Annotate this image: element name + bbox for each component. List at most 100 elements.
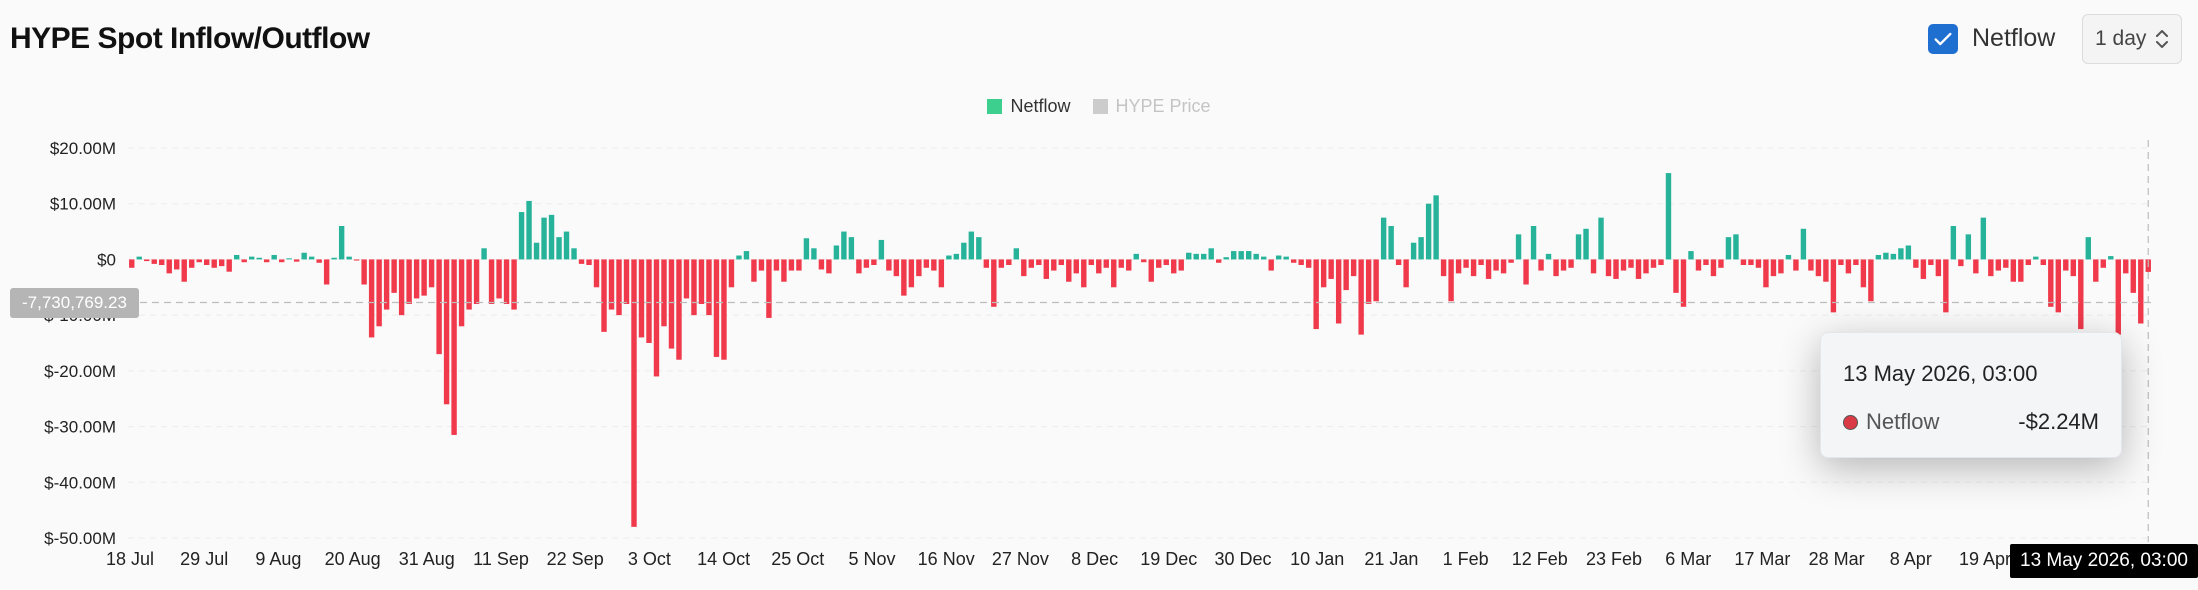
netflow-bar[interactable] xyxy=(1755,259,1762,268)
netflow-bar[interactable] xyxy=(983,259,990,268)
netflow-bar[interactable] xyxy=(773,259,780,271)
netflow-bar[interactable] xyxy=(908,259,915,288)
netflow-bar[interactable] xyxy=(1425,203,1432,260)
netflow-bar[interactable] xyxy=(1613,259,1619,279)
netflow-bar[interactable] xyxy=(848,237,855,260)
netflow-bar[interactable] xyxy=(1006,259,1012,265)
netflow-bar[interactable] xyxy=(1208,248,1214,260)
netflow-bar[interactable] xyxy=(916,259,922,277)
netflow-bar[interactable] xyxy=(1973,259,1979,274)
netflow-bar[interactable] xyxy=(1515,234,1522,260)
netflow-bar[interactable] xyxy=(1440,259,1447,277)
netflow-bar[interactable] xyxy=(1028,259,1035,268)
netflow-bar[interactable] xyxy=(1126,259,1132,271)
netflow-bar[interactable] xyxy=(893,259,900,277)
netflow-bar[interactable] xyxy=(308,256,315,260)
netflow-bar[interactable] xyxy=(181,259,187,282)
netflow-bar[interactable] xyxy=(503,259,510,304)
netflow-bar[interactable] xyxy=(323,259,330,285)
netflow-bar[interactable] xyxy=(2025,259,2032,265)
netflow-bar[interactable] xyxy=(863,259,870,268)
netflow-bar[interactable] xyxy=(1830,259,1837,313)
netflow-bar[interactable] xyxy=(1988,259,1994,277)
netflow-bar[interactable] xyxy=(1298,259,1304,265)
netflow-bar[interactable] xyxy=(488,259,495,304)
netflow-bar[interactable] xyxy=(1103,259,1109,268)
netflow-bar[interactable] xyxy=(1598,217,1604,260)
netflow-bar[interactable] xyxy=(743,251,750,260)
netflow-bar[interactable] xyxy=(856,259,862,274)
netflow-bar[interactable] xyxy=(1725,237,1732,260)
netflow-bar[interactable] xyxy=(886,259,892,271)
netflow-bar[interactable] xyxy=(1043,259,1049,279)
netflow-bar[interactable] xyxy=(691,259,697,316)
netflow-bar[interactable] xyxy=(511,259,517,310)
netflow-bar[interactable] xyxy=(129,259,135,268)
netflow-bar[interactable] xyxy=(931,259,937,271)
netflow-bar[interactable] xyxy=(1013,248,1020,260)
netflow-bar[interactable] xyxy=(1523,259,1529,285)
netflow-bar[interactable] xyxy=(1388,226,1394,260)
netflow-bar[interactable] xyxy=(166,259,172,274)
netflow-bar[interactable] xyxy=(2138,259,2144,324)
netflow-bar[interactable] xyxy=(338,226,345,260)
netflow-bar[interactable] xyxy=(1733,234,1739,260)
netflow-bar[interactable] xyxy=(1358,259,1364,335)
netflow-bar[interactable] xyxy=(1995,259,2002,271)
netflow-bar[interactable] xyxy=(1875,254,1882,260)
netflow-bar[interactable] xyxy=(728,259,735,288)
netflow-bar[interactable] xyxy=(661,259,667,327)
netflow-bar[interactable] xyxy=(1260,256,1267,260)
netflow-bar[interactable] xyxy=(436,259,442,355)
netflow-bar[interactable] xyxy=(451,259,457,435)
netflow-bar[interactable] xyxy=(833,245,840,260)
netflow-bar[interactable] xyxy=(466,259,472,310)
netflow-bar[interactable] xyxy=(781,259,787,282)
netflow-bar[interactable] xyxy=(1493,259,1499,271)
netflow-bar[interactable] xyxy=(2003,259,2009,268)
netflow-bar[interactable] xyxy=(646,259,652,343)
netflow-bar[interactable] xyxy=(1455,259,1462,274)
netflow-bar[interactable] xyxy=(496,259,502,299)
netflow-bar[interactable] xyxy=(713,259,720,357)
netflow-bar[interactable] xyxy=(2048,259,2054,307)
netflow-bar[interactable] xyxy=(901,259,907,296)
netflow-bar[interactable] xyxy=(1283,256,1289,260)
netflow-bar[interactable] xyxy=(211,259,217,268)
netflow-bar[interactable] xyxy=(1448,259,1454,302)
netflow-bar[interactable] xyxy=(204,259,210,265)
netflow-bar[interactable] xyxy=(1590,259,1597,274)
netflow-bar[interactable] xyxy=(376,259,382,327)
netflow-bar[interactable] xyxy=(961,242,967,260)
netflow-bar[interactable] xyxy=(316,259,322,263)
netflow-bar[interactable] xyxy=(2130,259,2136,293)
netflow-bar[interactable] xyxy=(2070,259,2076,277)
netflow-bar[interactable] xyxy=(1943,259,1949,313)
netflow-bar[interactable] xyxy=(526,200,532,260)
netflow-bar[interactable] xyxy=(1965,234,1972,260)
netflow-toggle-label[interactable]: Netflow xyxy=(1972,24,2056,52)
netflow-bar[interactable] xyxy=(1380,217,1387,260)
netflow-bar[interactable] xyxy=(631,259,637,527)
netflow-bar[interactable] xyxy=(1793,259,1799,271)
netflow-bar[interactable] xyxy=(623,259,630,304)
netflow-bar[interactable] xyxy=(219,259,225,267)
netflow-bar[interactable] xyxy=(1343,259,1349,291)
netflow-bar[interactable] xyxy=(1560,259,1567,271)
netflow-bar[interactable] xyxy=(2115,259,2121,335)
netflow-bar[interactable] xyxy=(2055,259,2061,313)
netflow-bar[interactable] xyxy=(1156,259,1162,268)
legend-item-hype-price[interactable]: HYPE Price xyxy=(1092,96,1211,117)
netflow-bar[interactable] xyxy=(1073,259,1079,274)
netflow-bar[interactable] xyxy=(751,259,757,282)
netflow-bar[interactable] xyxy=(976,237,982,260)
netflow-bar[interactable] xyxy=(1410,242,1417,260)
netflow-bar[interactable] xyxy=(1545,253,1552,260)
netflow-bar[interactable] xyxy=(788,259,795,271)
netflow-bar[interactable] xyxy=(803,238,810,260)
netflow-bar[interactable] xyxy=(1246,251,1252,260)
netflow-bar[interactable] xyxy=(556,237,562,260)
netflow-bar[interactable] xyxy=(1958,259,1964,267)
netflow-bar[interactable] xyxy=(601,259,607,332)
netflow-bar[interactable] xyxy=(998,259,1005,268)
